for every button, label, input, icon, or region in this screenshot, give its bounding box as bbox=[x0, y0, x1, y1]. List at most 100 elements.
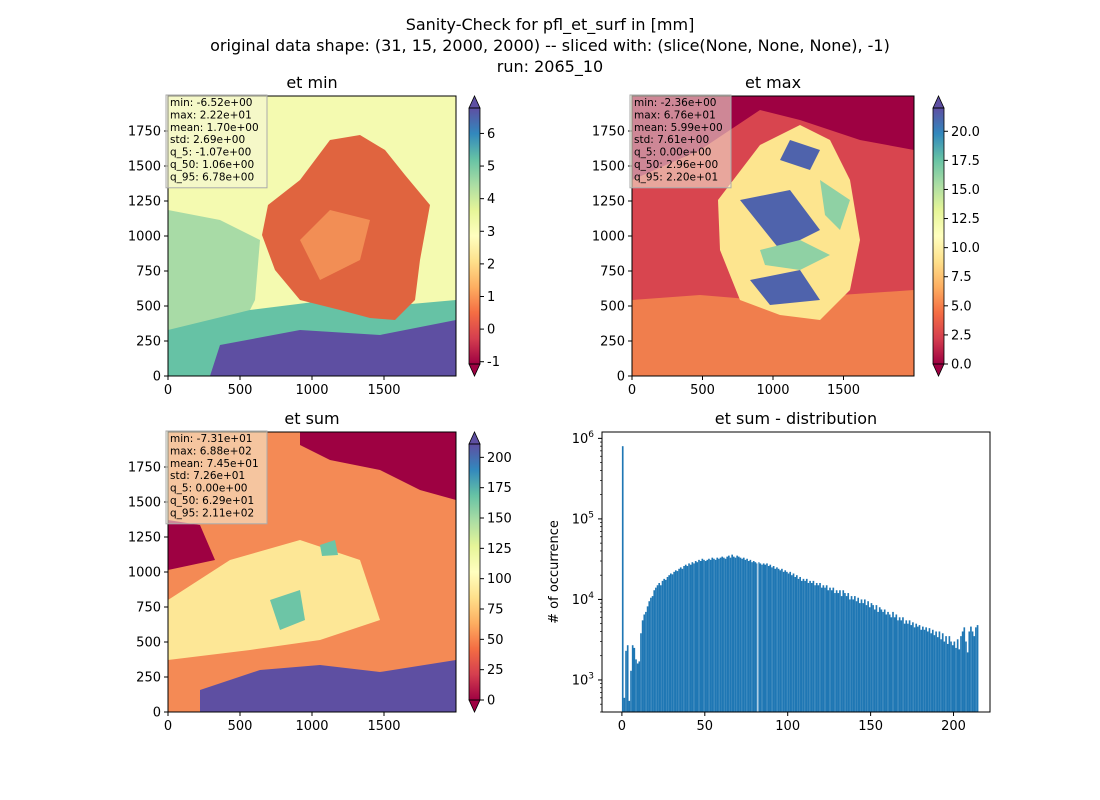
y-ticks-et-max: 0 250 500 750 1000 1250 1500 1750 bbox=[592, 125, 632, 385]
histogram-bar bbox=[792, 573, 795, 712]
histogram-bar bbox=[926, 631, 929, 712]
histogram-bar bbox=[809, 580, 811, 712]
x-tick-label-et-sum: 1000 bbox=[295, 719, 328, 734]
histogram-bars bbox=[621, 446, 979, 712]
histogram-bar bbox=[694, 561, 697, 712]
histogram-bar bbox=[860, 599, 863, 712]
x-tick-label-distribution: 150 bbox=[858, 719, 883, 734]
histogram-bar bbox=[940, 639, 942, 712]
histogram-bar bbox=[779, 570, 782, 712]
stats-line-et-max: max: 6.76e+01 bbox=[634, 109, 716, 121]
histogram-bar bbox=[820, 587, 823, 712]
stats-line-et-sum: min: -7.31e+01 bbox=[170, 433, 252, 445]
histogram-bar bbox=[721, 556, 724, 712]
histogram-bar bbox=[756, 563, 758, 712]
x-ticks-et-max: 0 500 1000 1500 bbox=[628, 376, 860, 398]
x-tick-label-et-min: 0 bbox=[164, 383, 172, 398]
histogram-bar bbox=[852, 599, 855, 712]
histogram-bar bbox=[684, 564, 687, 712]
histogram-bar bbox=[857, 597, 860, 712]
histogram-bar bbox=[865, 605, 868, 712]
stats-line-et-sum: q_5: 0.00e+00 bbox=[170, 483, 247, 495]
histogram-bar bbox=[655, 587, 657, 712]
histogram-bar bbox=[728, 555, 730, 712]
histogram-bar bbox=[621, 446, 624, 712]
histogram-bar bbox=[723, 557, 725, 712]
colorbar-tick-label-et-min: 1 bbox=[487, 290, 495, 305]
histogram-bar bbox=[797, 578, 800, 712]
histogram-bar bbox=[648, 601, 651, 712]
histogram-bar bbox=[678, 568, 680, 712]
histogram-bar bbox=[658, 582, 661, 712]
histogram-bar bbox=[917, 626, 919, 712]
histogram-bar bbox=[868, 607, 871, 712]
x-tick-label-distribution: 200 bbox=[941, 719, 966, 734]
histogram-bar bbox=[913, 627, 916, 712]
histogram-bar bbox=[789, 571, 792, 712]
y-tick-label-et-max: 0 bbox=[617, 370, 625, 385]
x-tick-label-distribution: 100 bbox=[775, 719, 800, 734]
x-tick-label-et-sum: 1500 bbox=[367, 719, 400, 734]
stats-line-et-max: q_50: 2.96e+00 bbox=[634, 159, 718, 171]
heatmap-et-sum-west-sea bbox=[168, 520, 215, 570]
axes-frame-distribution bbox=[601, 431, 991, 713]
histogram-bar bbox=[661, 580, 664, 712]
histogram-bar bbox=[631, 645, 634, 712]
histogram-bar bbox=[751, 562, 753, 712]
histogram-bar bbox=[885, 614, 888, 712]
histogram-bar bbox=[714, 559, 717, 712]
histogram-bar bbox=[752, 561, 755, 712]
histogram-bar bbox=[905, 620, 908, 712]
histogram-bar bbox=[683, 566, 685, 712]
y-tick-label-et-sum: 1750 bbox=[128, 461, 161, 476]
colorbar-tick-label-et-min: 0 bbox=[487, 323, 495, 338]
histogram-bar bbox=[810, 582, 813, 712]
histogram-bar bbox=[968, 631, 971, 712]
histogram-bar bbox=[908, 620, 911, 712]
histogram-bar bbox=[771, 567, 773, 712]
x-tick-label-distribution: 0 bbox=[618, 719, 626, 734]
histogram-bar bbox=[716, 557, 719, 712]
x-tick-label-et-sum: 0 bbox=[164, 719, 172, 734]
histogram-bar bbox=[671, 574, 674, 712]
histogram-bar bbox=[737, 556, 740, 712]
x-tick-label-et-max: 1000 bbox=[756, 383, 789, 398]
histogram-bar bbox=[976, 625, 979, 712]
histogram-bar bbox=[718, 558, 720, 712]
histogram-bar bbox=[633, 647, 636, 712]
histogram-bar bbox=[787, 573, 790, 712]
histogram-bar bbox=[746, 558, 748, 712]
y-tick-label-distribution: 106 bbox=[572, 430, 595, 447]
heatmap-et-max-germany-bands bbox=[740, 140, 820, 305]
histogram-bar bbox=[794, 576, 796, 712]
histogram-bar bbox=[772, 566, 775, 712]
histogram-bar bbox=[699, 561, 702, 712]
panel-title-et-max: et max bbox=[745, 73, 801, 92]
histogram-bar bbox=[867, 601, 869, 712]
histogram-bar bbox=[757, 562, 760, 712]
heatmap-et-min bbox=[168, 96, 456, 376]
histogram-bar bbox=[693, 563, 695, 712]
histogram-bar bbox=[903, 623, 906, 712]
y-tick-label-et-max: 750 bbox=[600, 265, 625, 280]
histogram-bar bbox=[814, 585, 816, 712]
histogram-bar bbox=[741, 558, 743, 712]
histogram-bar bbox=[948, 636, 951, 712]
histogram-bar bbox=[656, 585, 659, 712]
histogram-bar bbox=[802, 578, 805, 712]
histogram-bar bbox=[651, 596, 654, 712]
histogram-bar bbox=[786, 571, 788, 712]
colorbar-et-sum: 0 25 50 75 100 125 150 175 200 bbox=[468, 431, 512, 713]
histogram-bar bbox=[744, 559, 747, 712]
stats-line-et-min: min: -6.52e+00 bbox=[170, 97, 252, 109]
histogram-bar bbox=[971, 631, 974, 712]
histogram-bar bbox=[898, 617, 901, 712]
stats-line-et-min: q_5: -1.07e+00 bbox=[170, 147, 251, 159]
colorbar-tick-label-et-max: 17.5 bbox=[951, 154, 980, 169]
histogram-bar bbox=[688, 563, 690, 712]
histogram-bar bbox=[878, 607, 881, 712]
histogram-bar bbox=[646, 606, 649, 712]
histogram-bar bbox=[922, 626, 924, 712]
panel-et-max: et max 0 500 1000 1500 0 250 500 750 1000 1250 15… bbox=[592, 73, 980, 398]
colorbar-tick-label-et-min: 4 bbox=[487, 192, 495, 207]
